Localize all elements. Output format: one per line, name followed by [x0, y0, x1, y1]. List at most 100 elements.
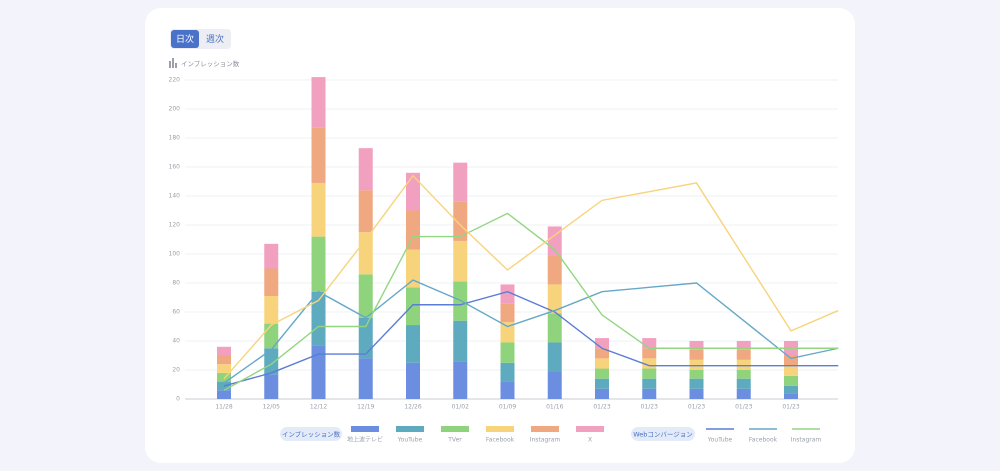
bar-segment: [642, 338, 657, 349]
y-tick-label: 80: [172, 280, 180, 287]
bar-segment: [736, 349, 751, 360]
bar-segment: [642, 368, 657, 379]
bar-segment: [500, 362, 515, 382]
y-axis-label: インプレッション数: [181, 59, 240, 68]
bar-segment: [784, 385, 798, 394]
bar-segment: [453, 361, 468, 399]
bar-segment: [358, 274, 373, 318]
bar-segment: [736, 388, 751, 399]
legend-swatch: [531, 426, 559, 432]
bar-segment: [642, 388, 657, 399]
bar-segment: [784, 355, 798, 366]
bar-segment: [595, 358, 609, 369]
bar-segment: [217, 346, 231, 356]
bar-segment: [406, 362, 420, 399]
y-icon: [169, 58, 177, 68]
legend-group-pill: [631, 427, 695, 441]
legend-label: Instagram: [791, 437, 822, 444]
legend-label: YouTube: [707, 437, 733, 444]
bar-segment: [406, 172, 420, 211]
bar-segment: [784, 365, 798, 376]
bar-segment: [358, 148, 373, 191]
bar-segment: [500, 342, 515, 363]
x-tick-label: 01/23: [593, 404, 610, 411]
bar-segment: [784, 375, 798, 386]
bar-segment: [406, 210, 420, 250]
x-tick-label: 01/23: [735, 404, 752, 411]
legend-label: Facebook: [486, 437, 515, 444]
bar-segment: [453, 201, 468, 241]
bar-segment: [217, 372, 231, 382]
bar-segment: [595, 388, 609, 399]
bar-segment: [406, 287, 420, 326]
bar-segment: [217, 355, 231, 365]
bar-segment: [264, 243, 279, 269]
bar-segment: [217, 390, 231, 399]
bar-segment: [736, 378, 751, 389]
legend-label: Instagram: [530, 437, 561, 444]
bar-segment: [689, 388, 704, 399]
y-tick-label: 0: [176, 396, 180, 403]
toggle-active[interactable]: [171, 30, 199, 48]
bar-segment: [689, 370, 704, 379]
line: [223, 290, 839, 387]
legend-group-label: インプレッション数: [282, 430, 341, 439]
bar-segment: [642, 378, 657, 389]
bar-segment: [217, 364, 231, 373]
legend-label: Facebook: [749, 437, 778, 444]
bar-segment: [784, 393, 798, 399]
bar-segment: [736, 370, 751, 379]
bar-segment: [311, 77, 326, 128]
x-tick-label: 01/16: [546, 404, 563, 411]
legend-swatch: [396, 426, 424, 432]
bar-segment: [311, 345, 326, 399]
bar-segment: [736, 341, 751, 350]
bar-segment: [689, 349, 704, 360]
bar-segment: [689, 378, 704, 389]
bar-segment: [311, 182, 326, 237]
bar-segment: [547, 313, 562, 343]
y-tick-label: 20: [172, 367, 180, 374]
bar-segment: [264, 296, 279, 324]
bar-segment: [311, 236, 326, 292]
legend-group-pill: [280, 427, 342, 441]
x-tick-label: 11/28: [215, 404, 232, 411]
bar-segment: [358, 358, 373, 399]
bar-segment: [595, 348, 609, 359]
toggle-weekly[interactable]: 週次: [206, 33, 224, 45]
bar-segment: [736, 359, 751, 370]
bar-segment: [595, 338, 609, 349]
x-tick-label: 12/05: [263, 404, 280, 411]
bar-segment: [689, 341, 704, 350]
toggle-daily[interactable]: 日次: [176, 33, 194, 45]
bar-segment: [311, 291, 326, 346]
bar-segment: [642, 358, 657, 369]
bar-segment: [406, 325, 420, 363]
bar-segment: [547, 342, 562, 372]
bar-segment: [595, 368, 609, 379]
bar-segment: [264, 348, 279, 375]
y-tick-label: 60: [172, 309, 180, 316]
y-tick-label: 120: [169, 222, 181, 229]
bar-segment: [453, 162, 468, 202]
bar-segment: [453, 240, 468, 282]
legend-group-label: Webコンバージョン: [633, 431, 693, 439]
bar-segment: [358, 317, 373, 359]
y-tick-label: 140: [169, 193, 181, 200]
x-tick-label: 01/23: [688, 404, 705, 411]
legend-swatch: [441, 426, 469, 432]
bar-segment: [311, 127, 326, 183]
bar-segment: [547, 255, 562, 285]
bar-segment: [500, 381, 515, 399]
bar-segment: [547, 226, 562, 256]
legend-label: X: [588, 437, 592, 444]
y-tick-label: 100: [169, 251, 181, 258]
x-tick-label: 01/09: [499, 404, 516, 411]
bar-segment: [547, 284, 562, 314]
bar-segment: [642, 348, 657, 359]
bar-segment: [547, 371, 562, 399]
bar-segment: [264, 268, 279, 297]
bar-segment: [500, 322, 515, 343]
line: [223, 279, 839, 384]
